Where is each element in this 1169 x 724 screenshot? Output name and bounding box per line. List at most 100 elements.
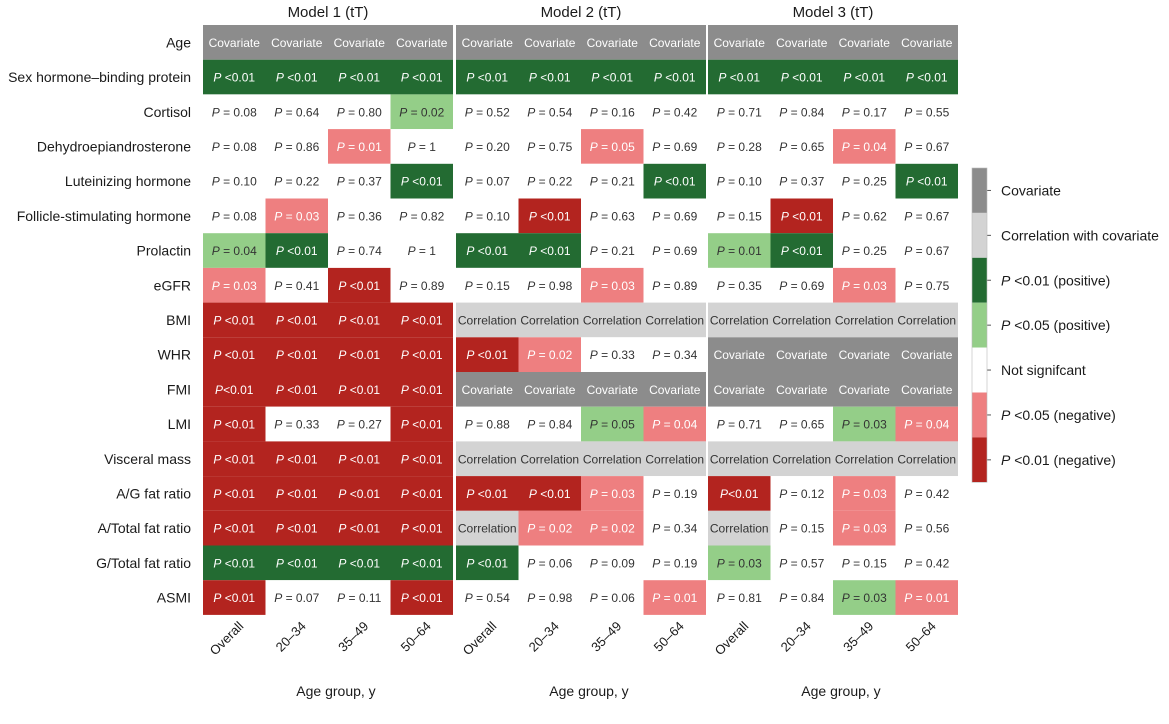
- heatmap-cell: [643, 545, 706, 581]
- heatmap-cell: [265, 163, 328, 199]
- heatmap-cell: [895, 510, 958, 546]
- column-label: 20–34: [778, 618, 814, 654]
- cell-label: P = 0.98: [527, 591, 572, 605]
- legend-label: P <0.05 (negative): [1001, 407, 1116, 423]
- heatmap-cell: [456, 94, 519, 130]
- cell-label: Covariate: [462, 36, 514, 50]
- panel-title: Model 3 (tT): [793, 4, 874, 21]
- row-label: G/Total fat ratio: [96, 555, 191, 571]
- panel-title: Model 2 (tT): [541, 4, 622, 21]
- heatmap-cell: [390, 372, 453, 407]
- cell-label: P = 0.22: [274, 175, 319, 189]
- heatmap-cell: [203, 337, 266, 372]
- heatmap-cell: [895, 545, 958, 581]
- column-label: 20–34: [526, 618, 562, 654]
- heatmap-cell: [770, 476, 833, 511]
- cell-label: P = 1: [408, 244, 437, 258]
- heatmap-cell: [643, 267, 706, 303]
- heatmap-cell: [581, 233, 644, 268]
- heatmap-cell: [518, 441, 581, 477]
- cell-label: P = 0.08: [212, 105, 257, 119]
- heatmap-cell: [643, 94, 706, 130]
- cell-label: P = 0.25: [842, 244, 887, 258]
- heatmap-cell: [895, 233, 958, 268]
- row-label: BMI: [166, 312, 191, 328]
- heatmap-cell: [390, 406, 453, 442]
- heatmap-cell: [390, 198, 453, 234]
- heatmap-cell: [265, 545, 328, 581]
- heatmap-cell: [833, 25, 896, 60]
- cell-label: P = 0.04: [904, 418, 949, 432]
- cell-label: P <0.01: [466, 348, 508, 362]
- heatmap-cell: [895, 59, 958, 95]
- heatmap-cell: [708, 580, 771, 615]
- heatmap-cell: [643, 510, 706, 546]
- legend-frame: [971, 167, 988, 483]
- heatmap-cell: [456, 59, 519, 95]
- cell-label: P <0.01: [401, 591, 443, 605]
- column-label: Overall: [712, 618, 752, 658]
- heatmap-cell: [708, 441, 771, 477]
- heatmap-cell: [895, 198, 958, 234]
- cell-label: P <0.01: [213, 71, 255, 85]
- heatmap-cell: [895, 337, 958, 372]
- cell-label: P = 0.22: [527, 175, 572, 189]
- cell-label: Correlation: [710, 452, 769, 466]
- heatmap-cell: [390, 580, 453, 615]
- cell-label: P = 0.35: [717, 279, 762, 293]
- legend-swatch: [972, 392, 987, 438]
- heatmap-cell: [328, 372, 391, 407]
- cell-label: Covariate: [839, 383, 891, 397]
- legend-swatch: [972, 168, 987, 213]
- cell-label: P <0.01: [338, 452, 380, 466]
- cell-label: Covariate: [396, 36, 448, 50]
- heatmap-cell: [833, 510, 896, 546]
- cell-label: Correlation: [458, 313, 517, 327]
- panel-title: Model 1 (tT): [288, 4, 369, 21]
- heatmap-cell: [581, 441, 644, 477]
- cell-label: P = 0.37: [779, 175, 824, 189]
- cell-label: P = 0.67: [904, 140, 949, 154]
- cell-label: P = 0.03: [717, 556, 762, 570]
- heatmap-cell: [770, 129, 833, 164]
- cell-label: P = 0.08: [212, 140, 257, 154]
- heatmap-cell: [708, 233, 771, 268]
- heatmap-cell: [770, 267, 833, 303]
- cell-label: Covariate: [714, 36, 766, 50]
- heatmap-cell: [833, 545, 896, 581]
- cell-label: P <0.01: [781, 244, 823, 258]
- cell-label: P = 0.98: [527, 279, 572, 293]
- heatmap-cell: [581, 129, 644, 164]
- heatmap-cell: [265, 129, 328, 164]
- cell-label: P = 0.75: [904, 279, 949, 293]
- cell-label: Covariate: [901, 36, 953, 50]
- heatmap-cell: [518, 267, 581, 303]
- cell-label: P = 0.01: [652, 591, 697, 605]
- heatmap-cell: [643, 372, 706, 407]
- heatmap-cell: [643, 302, 706, 338]
- heatmap-cell: [518, 163, 581, 199]
- cell-label: P <0.01: [401, 71, 443, 85]
- heatmap-cell: [203, 267, 266, 303]
- heatmap-cell: [643, 406, 706, 442]
- heatmap-cell: [328, 163, 391, 199]
- cell-label: P = 0.02: [399, 105, 444, 119]
- heatmap-cell: [581, 163, 644, 199]
- legend-label: Covariate: [1001, 182, 1061, 198]
- cell-label: P <0.01: [401, 487, 443, 501]
- heatmap-cell: [203, 476, 266, 511]
- heatmap-cell: [708, 545, 771, 581]
- heatmap-cell: [833, 580, 896, 615]
- cell-label: P <0.01: [843, 71, 885, 85]
- cell-label: P = 0.10: [465, 209, 510, 223]
- row-label: Visceral mass: [104, 451, 191, 467]
- heatmap-cell: [895, 372, 958, 407]
- row-label: WHR: [158, 347, 191, 363]
- cell-label: P = 0.84: [779, 105, 824, 119]
- cell-label: P = 0.01: [717, 244, 762, 258]
- heatmap-cell: [456, 25, 519, 60]
- cell-label: P = 0.12: [779, 487, 824, 501]
- heatmap-cell: [328, 25, 391, 60]
- heatmap-cell: [833, 406, 896, 442]
- cell-label: P = 0.36: [337, 209, 382, 223]
